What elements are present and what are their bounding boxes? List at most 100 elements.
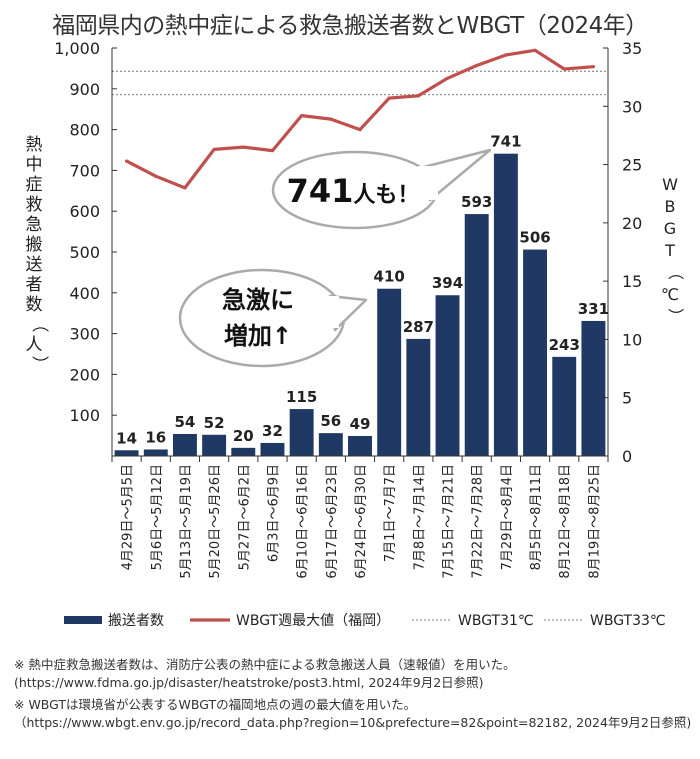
wbgt-point	[270, 148, 275, 153]
bars	[114, 153, 606, 456]
reference-lines	[112, 70, 608, 96]
callout-surge-line1: 急激に	[222, 286, 294, 314]
y2-axis-label-char: G	[664, 219, 676, 238]
x-category-label: 8月19日～8月25日	[587, 464, 602, 579]
wbgt-point	[154, 174, 158, 178]
x-category-label: 6月24日～6月30日	[354, 464, 369, 579]
bar-value-label: 52	[204, 414, 225, 432]
y-tick-label-right: 30	[622, 97, 642, 116]
x-category-label: 6月10日～6月16日	[296, 464, 311, 579]
chart-title: 福岡県内の熱中症による救急搬送者数とWBGT（2024年）	[52, 13, 648, 39]
x-category-labels: 4月29日～5月5日 5月6日～5月12日 5月13日～5月19日 5月20日～5月2…	[121, 464, 603, 579]
y-tick-label-left: 400	[69, 284, 100, 303]
axis-labels: 熱中症救急搬送者数（人）WBGT（℃）	[26, 135, 686, 373]
y-axis-label-char: ）	[29, 356, 49, 373]
y2-axis-label-char: ℃	[661, 285, 679, 304]
bar	[260, 442, 285, 456]
bar	[377, 288, 402, 456]
bar-value-label: 20	[233, 427, 254, 445]
bar-value-label: 741	[490, 133, 521, 151]
wbgt-point	[387, 96, 391, 100]
y-axis-label-char: 救	[26, 195, 43, 215]
y-tick-label-left: 800	[69, 121, 100, 140]
bar	[581, 320, 606, 456]
bar	[172, 433, 197, 456]
bar-value-label: 32	[262, 422, 283, 440]
footnotes: ※ 熱中症救急搬送者数は、消防庁公表の熱中症による救急搬送人員（速報値）を用いた…	[14, 656, 694, 736]
y-tick-label-left: 600	[69, 202, 100, 221]
wbgt-point	[241, 145, 245, 149]
bar-value-label: 49	[350, 415, 371, 433]
wbgt-point	[300, 114, 304, 118]
x-category-label: 7月15日～7月21日	[442, 464, 457, 579]
bar	[493, 153, 518, 456]
x-category-label: 7月8日～7月14日	[412, 464, 427, 570]
y-tick-label-right: 5	[622, 389, 632, 408]
bar	[202, 434, 227, 456]
bar-value-label: 54	[175, 413, 196, 431]
x-category-label: 8月12日～8月18日	[558, 464, 573, 579]
bar-value-label: 243	[549, 336, 580, 354]
bar	[435, 295, 460, 456]
y-axis-label-char: 送	[26, 255, 43, 275]
y2-axis-label-char: （	[666, 264, 685, 280]
x-category-label: 5月6日～5月12日	[150, 464, 165, 570]
y-tick-label-right: 35	[622, 39, 642, 58]
y-tick-label-left: 200	[69, 365, 100, 384]
x-category-label: 6月17日～6月23日	[325, 464, 340, 579]
callout-741-text: 741人も！	[287, 172, 420, 210]
y-tick-label-left: 900	[69, 80, 100, 99]
y-axis-label-char: 熱	[26, 135, 43, 155]
bar	[143, 449, 168, 456]
y-axis-label-char: 人	[26, 335, 43, 355]
wbgt-point	[504, 53, 508, 57]
wbgt-point	[591, 65, 596, 69]
bar	[523, 249, 548, 456]
x-category-label: 7月29日～8月4日	[500, 464, 515, 570]
legend-label-line: WBGT週最大値（福岡）	[236, 613, 390, 629]
y-tick-label-left: 500	[69, 243, 100, 262]
x-category-label: 7月22日～7月28日	[471, 464, 486, 579]
y-axis-label-char: 搬	[26, 235, 43, 255]
callout-741-suffix: 人も！	[353, 183, 419, 208]
axes	[111, 47, 609, 462]
x-category-label: 5月27日～6月2日	[237, 464, 252, 570]
bar	[318, 433, 343, 456]
tick-labels: 100 200 300 400 500 600 700 800 900 1,000 0 5 10 15 20…	[54, 39, 642, 466]
bar-value-label: 394	[432, 274, 463, 292]
callout-tail-mask	[418, 166, 438, 200]
legend-label-bars: 搬送者数	[108, 613, 164, 629]
y2-axis-label-char: B	[665, 197, 676, 216]
bar-value-label: 14	[116, 429, 137, 447]
y-tick-label-right: 10	[622, 330, 642, 349]
y-tick-label-left: 1,000	[54, 39, 100, 58]
footnote-1: ※ 熱中症救急搬送者数は、消防庁公表の熱中症による救急搬送人員（速報値）を用いた…	[14, 657, 522, 690]
legend: 搬送者数 WBGT週最大値（福岡） WBGT31℃ WBGT33℃	[64, 613, 666, 629]
x-category-label: 8月5日～8月11日	[529, 464, 544, 570]
y-tick-label-right: 25	[622, 156, 642, 175]
bar	[552, 356, 577, 456]
bar-value-label: 506	[519, 229, 550, 247]
legend-label-ref31: WBGT31℃	[458, 613, 534, 629]
bar	[406, 338, 431, 456]
wbgt-point	[358, 128, 362, 132]
legend-label-ref33: WBGT33℃	[590, 613, 666, 629]
wbgt-point	[475, 63, 479, 68]
x-category-label: 5月20日～5月26日	[208, 464, 223, 579]
wbgt-point	[212, 147, 216, 152]
bar-value-label: 593	[461, 193, 492, 211]
x-category-label: 5月13日～5月19日	[179, 464, 194, 579]
bar-value-label: 115	[286, 388, 317, 406]
wbgt-point	[533, 48, 537, 52]
y-axis-label-char: 症	[26, 175, 43, 195]
callout-tail-mask	[325, 296, 339, 328]
y-tick-label-left: 100	[69, 406, 100, 425]
x-category-label: 7月1日～7月7日	[383, 464, 398, 562]
bar-value-label: 16	[145, 428, 166, 446]
y-tick-label-right: 20	[622, 214, 642, 233]
wbgt-point	[562, 67, 566, 71]
y-axis-label-char: 中	[26, 155, 43, 175]
